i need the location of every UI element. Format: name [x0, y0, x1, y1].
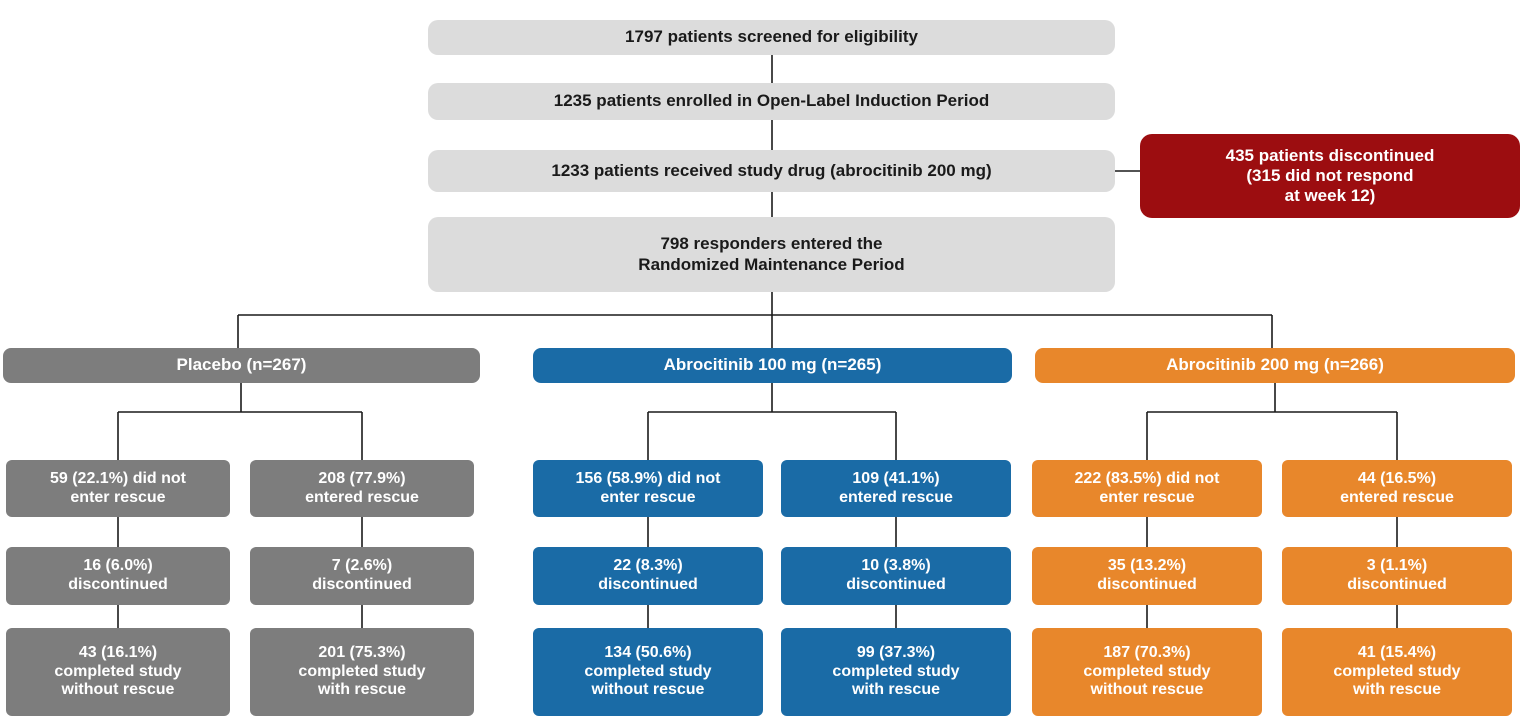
placebo-entered-rescue-box: 208 (77.9%) entered rescue: [250, 460, 474, 517]
placebo-completed-without-rescue-box: 43 (16.1%) completed study without rescu…: [6, 628, 230, 716]
abro200-entered-rescue-box: 44 (16.5%) entered rescue: [1282, 460, 1512, 517]
abro200-rescue-discontinued-box: 3 (1.1%) discontinued: [1282, 547, 1512, 605]
arm-header-abrocitinib-100: Abrocitinib 100 mg (n=265): [533, 348, 1012, 383]
placebo-completed-with-rescue-box: 201 (75.3%) completed study with rescue: [250, 628, 474, 716]
placebo-rescue-discontinued-box: 7 (2.6%) discontinued: [250, 547, 474, 605]
box-enrolled: 1235 patients enrolled in Open-Label Ind…: [428, 83, 1115, 120]
abro200-no-rescue-box: 222 (83.5%) did not enter rescue: [1032, 460, 1262, 517]
abro100-entered-rescue-box: 109 (41.1%) entered rescue: [781, 460, 1011, 517]
box-received-study-drug: 1233 patients received study drug (abroc…: [428, 150, 1115, 192]
arm-header-placebo: Placebo (n=267): [3, 348, 480, 383]
abro100-completed-without-rescue-box: 134 (50.6%) completed study without resc…: [533, 628, 763, 716]
abro200-no-rescue-discontinued-box: 35 (13.2%) discontinued: [1032, 547, 1262, 605]
abro200-completed-with-rescue-box: 41 (15.4%) completed study with rescue: [1282, 628, 1512, 716]
box-responders: 798 responders entered the Randomized Ma…: [428, 217, 1115, 292]
abro100-no-rescue-box: 156 (58.9%) did not enter rescue: [533, 460, 763, 517]
abro100-completed-with-rescue-box: 99 (37.3%) completed study with rescue: [781, 628, 1011, 716]
box-discontinued-induction: 435 patients discontinued (315 did not r…: [1140, 134, 1520, 218]
abro100-rescue-discontinued-box: 10 (3.8%) discontinued: [781, 547, 1011, 605]
box-screened: 1797 patients screened for eligibility: [428, 20, 1115, 55]
abro100-no-rescue-discontinued-box: 22 (8.3%) discontinued: [533, 547, 763, 605]
placebo-no-rescue-box: 59 (22.1%) did not enter rescue: [6, 460, 230, 517]
abro200-completed-without-rescue-box: 187 (70.3%) completed study without resc…: [1032, 628, 1262, 716]
placebo-no-rescue-discontinued-box: 16 (6.0%) discontinued: [6, 547, 230, 605]
arm-header-abrocitinib-200: Abrocitinib 200 mg (n=266): [1035, 348, 1515, 383]
